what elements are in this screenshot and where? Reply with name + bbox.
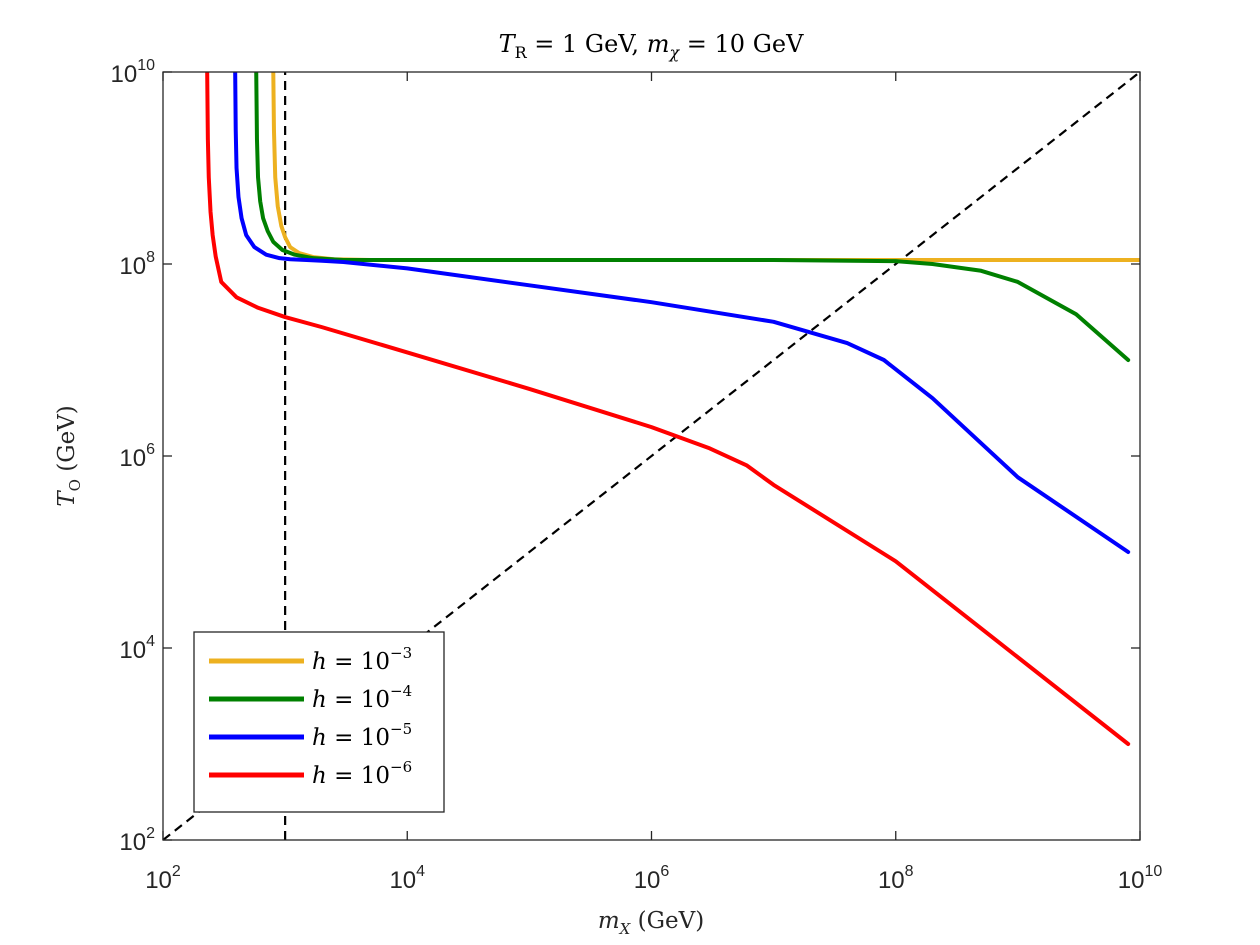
y-tick-label: 104 (119, 633, 155, 664)
x-tick-label: 102 (145, 863, 181, 894)
y-tick-label: 106 (119, 441, 155, 472)
series-line-2 (254, 72, 1131, 362)
x-axis-title: mX (GeV) (598, 908, 704, 938)
series-line-4 (205, 72, 1131, 746)
legend-label-4: h = 10−6 (312, 758, 412, 789)
y-tick-label: 108 (119, 249, 155, 280)
legend-label-2: h = 10−4 (312, 682, 412, 713)
legend-label-3: h = 10−5 (312, 720, 412, 751)
series-line-3 (233, 72, 1131, 554)
y-tick-label: 102 (119, 825, 155, 856)
axes (162, 71, 1141, 841)
x-tick-label: 108 (878, 863, 914, 894)
legend-label-1: h = 10−3 (312, 644, 412, 675)
data-series (205, 72, 1140, 746)
y-axis-title: TO (GeV) (54, 405, 84, 507)
tick-labels: 102 104 106 108 1010 102 104 106 108 1010 (111, 57, 1163, 894)
y-tick-label: 1010 (111, 57, 156, 88)
diagonal-dashed-line (163, 72, 1140, 840)
x-tick-label: 1010 (1118, 863, 1163, 894)
x-tick-label: 104 (389, 863, 425, 894)
x-tick-label: 106 (634, 863, 670, 894)
chart-title: TR = 1 GeV, mχ = 10 GeV (499, 30, 804, 62)
legend: h = 10−3 h = 10−4 h = 10−5 h = 10−6 (193, 631, 445, 813)
